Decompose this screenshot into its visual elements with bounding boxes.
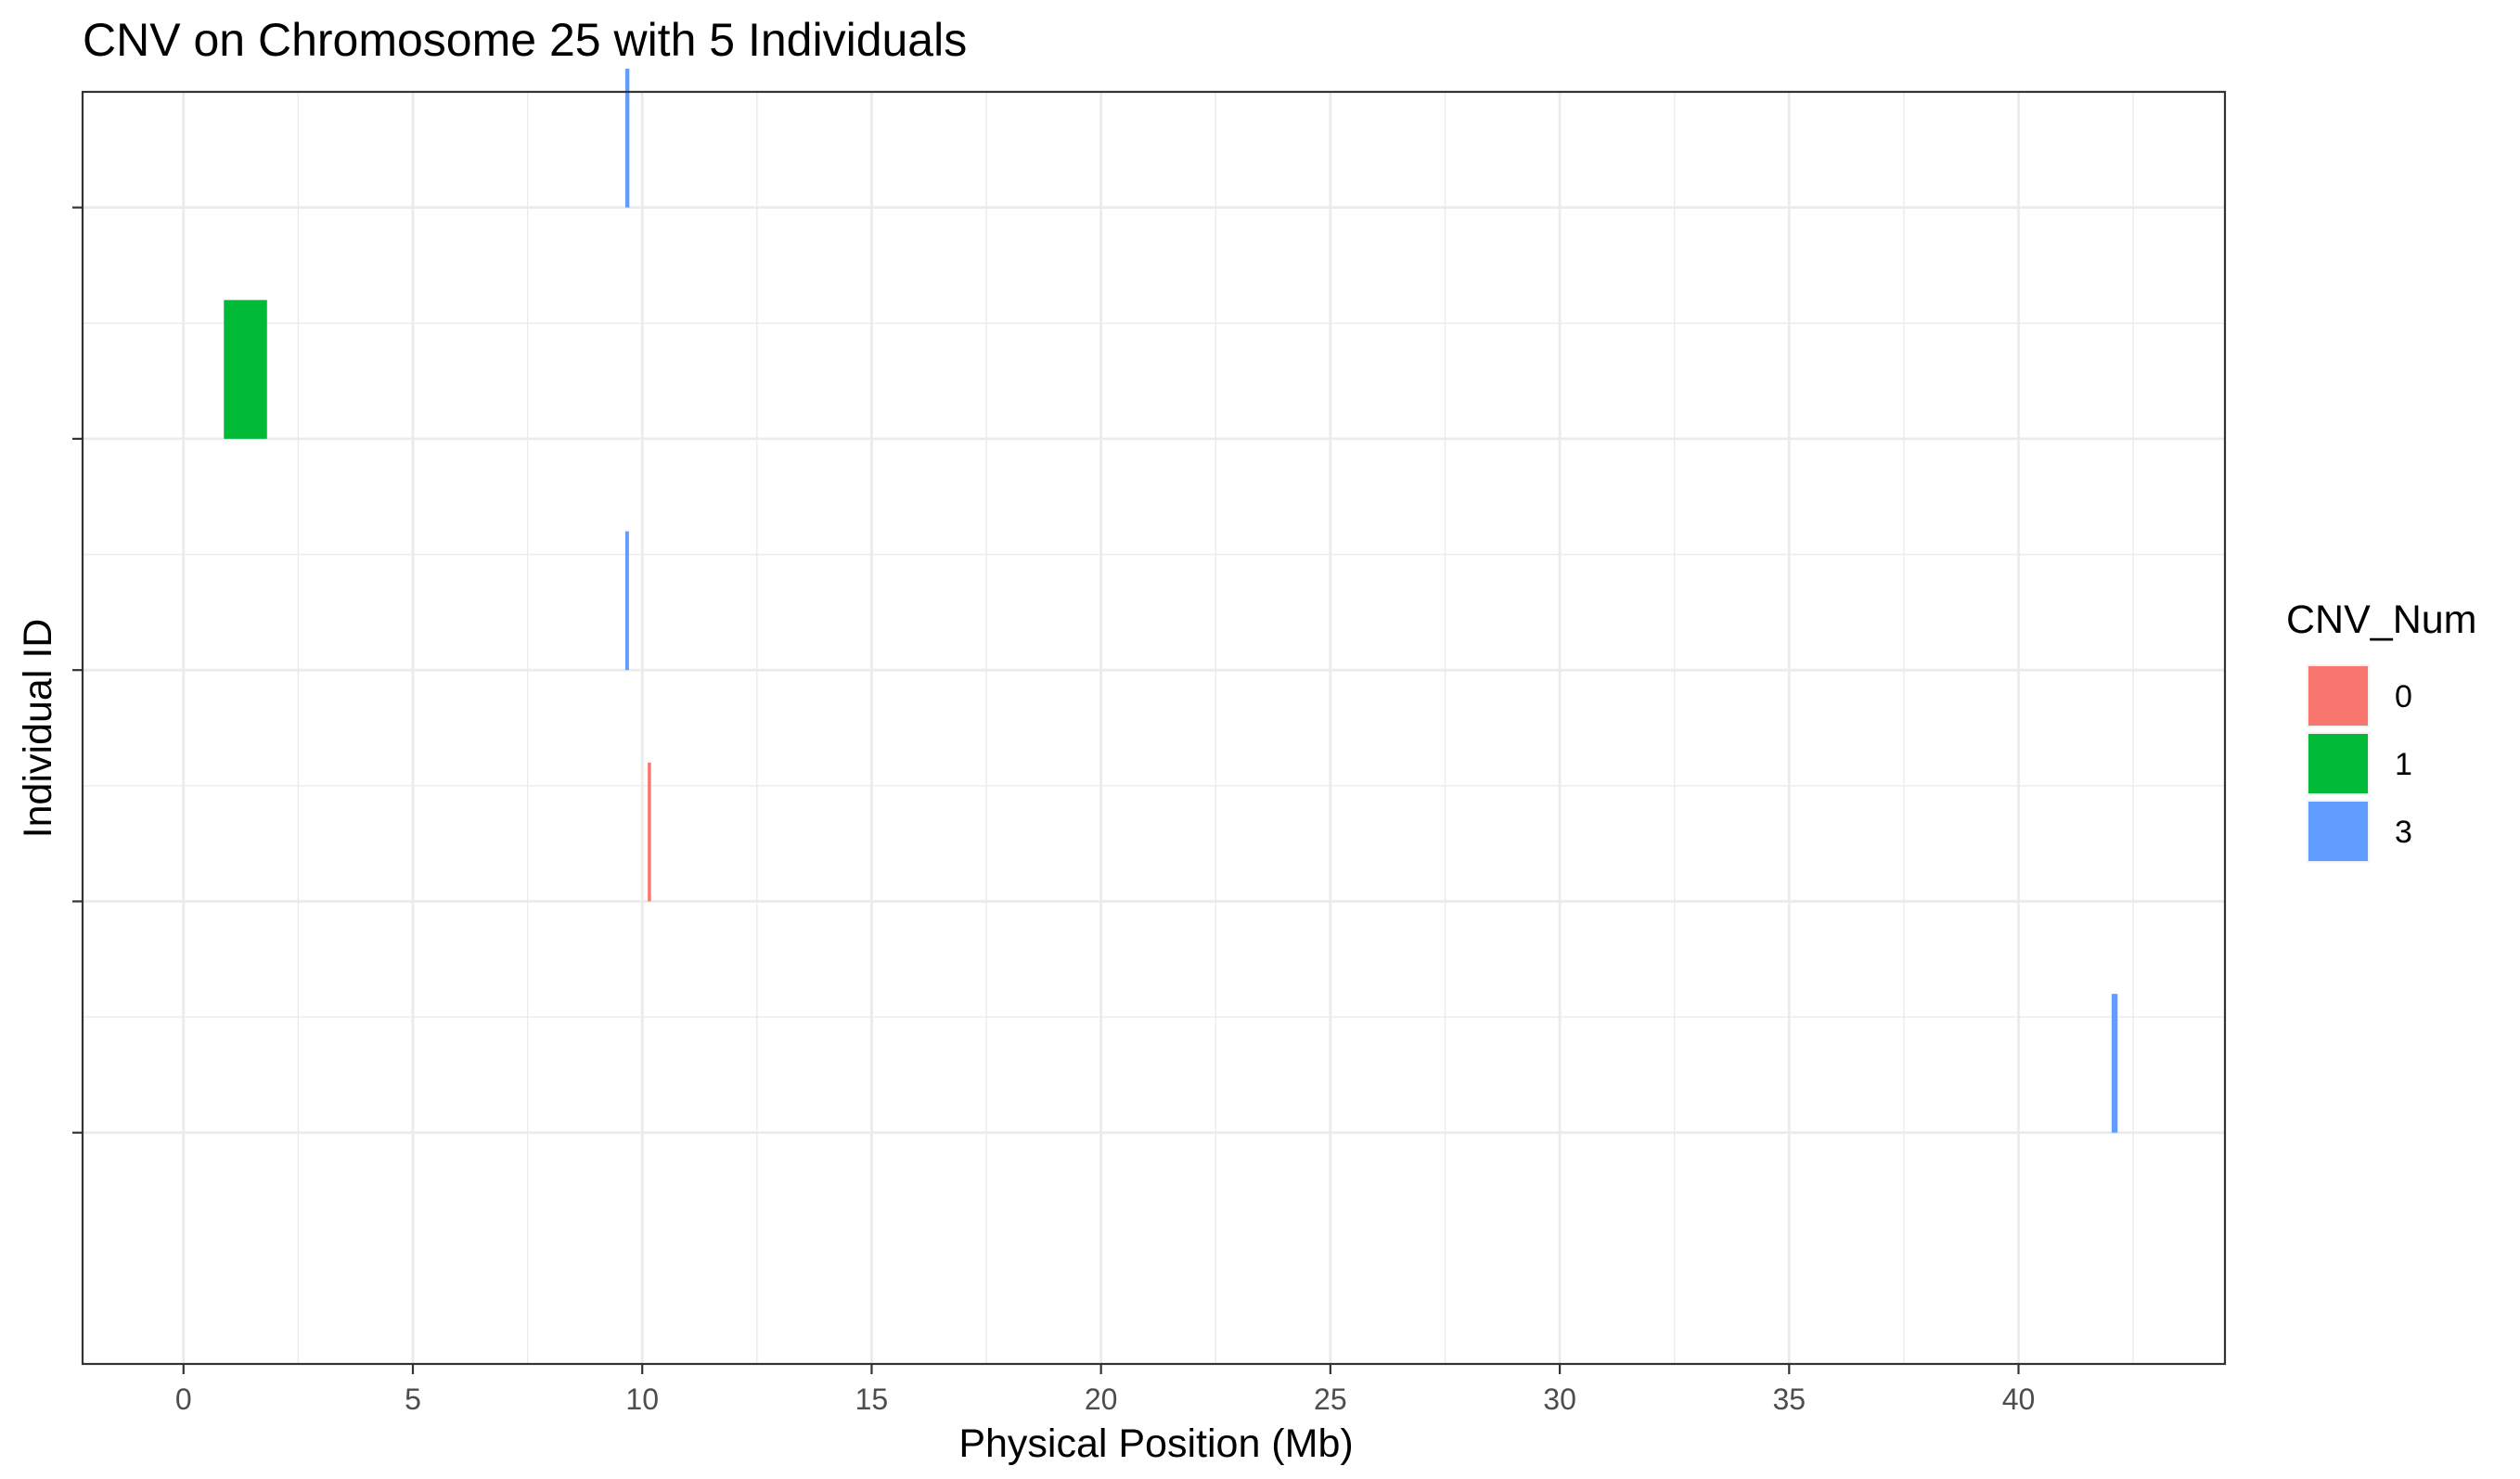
legend-key-swatch	[2308, 734, 2368, 793]
x-tick-label: 15	[855, 1383, 889, 1416]
cnv-segment	[648, 762, 651, 902]
grid-lines	[83, 91, 2225, 1364]
legend-entry-label: 0	[2395, 679, 2412, 714]
y-axis-title: Individual ID	[16, 619, 60, 839]
x-tick-label: 5	[405, 1383, 421, 1416]
plot-panel-border	[81, 90, 2227, 1366]
x-tick-label: 40	[2002, 1383, 2036, 1416]
x-axis-title: Physical Position (Mb)	[958, 1421, 1353, 1466]
cnv-segments	[224, 69, 2118, 1133]
plot-panel	[83, 92, 2225, 1364]
chart-title: CNV on Chromosome 25 with 5 Individuals	[83, 14, 967, 66]
legend-entry-label: 3	[2395, 815, 2412, 850]
x-tick-label: 10	[625, 1383, 659, 1416]
cnv-segment	[2111, 994, 2118, 1133]
cnv-segment	[624, 69, 630, 208]
cnv-segment	[624, 531, 629, 671]
legend: CNV_Num 0 1 3	[2286, 598, 2477, 863]
x-tick-label: 0	[175, 1383, 192, 1416]
x-tick-label: 20	[1085, 1383, 1118, 1416]
axis-ticks: 0 5 10 15 20 25 30 35 40	[72, 206, 2036, 1416]
legend-title: CNV_Num	[2286, 598, 2477, 642]
cnv-segment	[224, 300, 267, 439]
x-tick-label: 35	[1772, 1383, 1806, 1416]
legend-key-swatch	[2308, 802, 2368, 861]
legend-key-swatch	[2308, 666, 2368, 726]
x-tick-label: 25	[1314, 1383, 1347, 1416]
x-tick-label: 30	[1543, 1383, 1576, 1416]
legend-entry-label: 1	[2395, 747, 2412, 782]
